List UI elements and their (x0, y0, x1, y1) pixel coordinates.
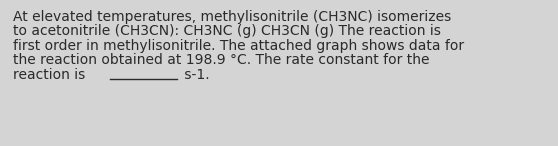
Text: At elevated temperatures, methylisonitrile (CH3NC) isomerizes: At elevated temperatures, methylisonitri… (13, 10, 451, 24)
Text: to acetonitrile (CH3CN): CH3NC (g) CH3CN (g) The reaction is: to acetonitrile (CH3CN): CH3NC (g) CH3CN… (13, 25, 441, 39)
Text: reaction is: reaction is (13, 68, 85, 82)
Text: s-1.: s-1. (180, 68, 210, 82)
Text: first order in methylisonitrile. The attached graph shows data for: first order in methylisonitrile. The att… (13, 39, 464, 53)
Text: the reaction obtained at 198.9 °C. The rate constant for the: the reaction obtained at 198.9 °C. The r… (13, 53, 430, 67)
